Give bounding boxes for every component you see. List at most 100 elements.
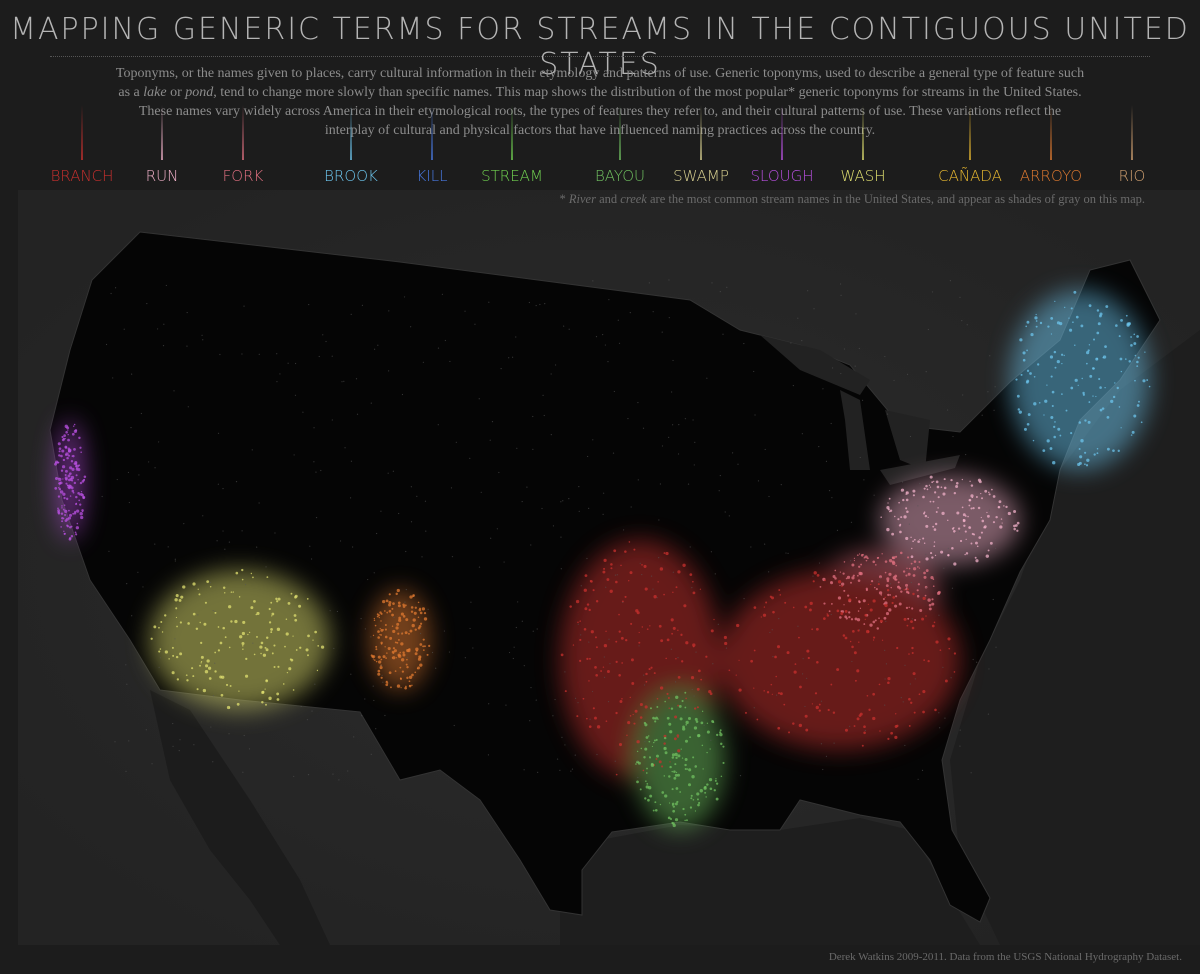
speck xyxy=(615,711,618,715)
speck xyxy=(160,621,163,623)
speck xyxy=(648,668,651,671)
speck xyxy=(110,292,112,295)
speck xyxy=(687,483,690,485)
legend-line xyxy=(81,105,83,160)
speck xyxy=(393,649,397,653)
speck xyxy=(380,658,383,661)
speck xyxy=(1096,357,1099,360)
speck xyxy=(964,515,967,517)
speck xyxy=(933,621,936,624)
speck xyxy=(528,301,530,304)
speck xyxy=(1013,527,1016,531)
speck xyxy=(127,471,130,474)
speck xyxy=(217,432,220,434)
speck xyxy=(605,586,607,588)
speck xyxy=(265,636,269,639)
speck xyxy=(192,675,195,678)
speck xyxy=(410,606,414,609)
speck xyxy=(310,558,313,560)
speck xyxy=(925,569,929,572)
speck xyxy=(266,576,269,579)
speck xyxy=(704,791,707,794)
speck xyxy=(65,517,69,521)
speck xyxy=(980,492,982,495)
speck xyxy=(705,655,708,658)
speck xyxy=(67,438,70,442)
speck xyxy=(1082,393,1085,396)
speck xyxy=(993,409,995,411)
speck xyxy=(965,453,967,456)
speck xyxy=(942,492,946,496)
speck xyxy=(77,491,80,495)
speck xyxy=(294,618,298,622)
speck xyxy=(339,540,342,542)
speck xyxy=(832,575,836,579)
speck xyxy=(908,523,910,525)
speck xyxy=(726,286,728,288)
speck xyxy=(753,707,755,709)
speck xyxy=(904,664,906,666)
speck xyxy=(682,563,686,567)
speck xyxy=(217,483,219,485)
speck xyxy=(1099,386,1102,389)
speck xyxy=(706,722,709,724)
speck xyxy=(629,312,631,314)
speck xyxy=(372,658,374,660)
glow xyxy=(880,475,1020,565)
speck xyxy=(987,391,989,393)
speck xyxy=(71,489,75,493)
speck xyxy=(884,678,886,680)
speck xyxy=(912,489,916,493)
speck xyxy=(853,725,856,727)
credit: Derek Watkins 2009-2011. Data from the U… xyxy=(828,951,1182,963)
speck xyxy=(535,699,537,701)
speck xyxy=(639,716,643,719)
speck xyxy=(515,336,517,338)
speck xyxy=(400,632,402,634)
speck xyxy=(933,541,936,543)
speck xyxy=(659,483,662,485)
speck xyxy=(154,467,156,469)
speck xyxy=(443,630,446,632)
speck xyxy=(588,641,590,643)
speck xyxy=(176,625,178,628)
glow xyxy=(370,590,430,690)
text-run: are the most common stream names in the … xyxy=(646,192,1145,206)
speck xyxy=(910,581,912,584)
italic-term: pond xyxy=(185,85,214,100)
speck xyxy=(818,709,821,712)
speck xyxy=(212,761,214,763)
speck xyxy=(844,609,848,613)
speck xyxy=(290,592,293,595)
speck xyxy=(395,626,399,630)
speck xyxy=(885,584,889,588)
speck xyxy=(292,689,295,691)
speck xyxy=(606,669,610,673)
speck xyxy=(1049,355,1054,359)
speck xyxy=(265,679,268,682)
speck xyxy=(1119,357,1123,361)
speck xyxy=(613,390,615,393)
speck xyxy=(928,603,932,607)
speck xyxy=(672,571,674,573)
speck xyxy=(905,498,909,502)
speck xyxy=(364,628,366,630)
speck xyxy=(58,482,62,485)
speck xyxy=(856,618,861,622)
speck xyxy=(74,429,78,432)
speck xyxy=(715,782,719,785)
speck xyxy=(595,674,598,677)
speck xyxy=(970,772,972,774)
speck xyxy=(849,725,851,727)
speck xyxy=(719,732,723,737)
speck xyxy=(651,745,654,748)
speck xyxy=(977,478,981,482)
speck xyxy=(344,447,346,449)
speck xyxy=(884,649,886,652)
speck xyxy=(1095,395,1097,398)
speck xyxy=(968,504,971,507)
speck xyxy=(693,707,697,710)
speck xyxy=(974,556,977,559)
speck xyxy=(355,378,358,380)
speck xyxy=(370,636,372,638)
